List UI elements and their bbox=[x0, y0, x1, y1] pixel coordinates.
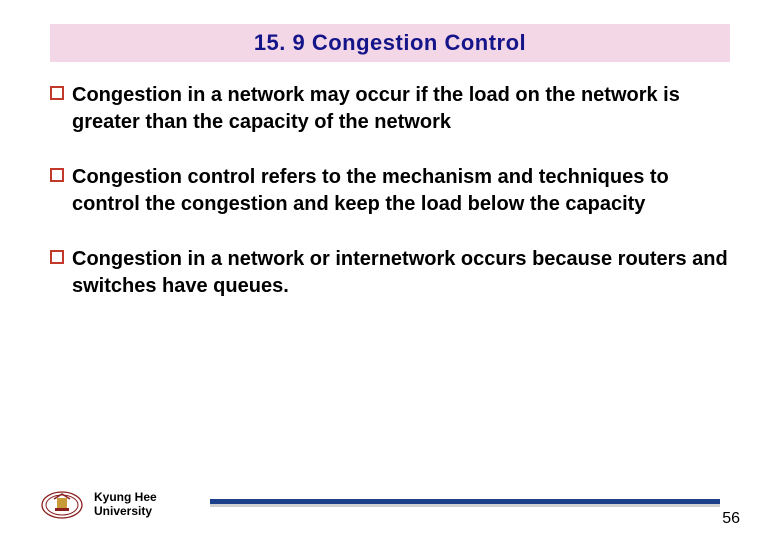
slide: 15. 9 Congestion Control Congestion in a… bbox=[0, 0, 780, 540]
title-bar: 15. 9 Congestion Control bbox=[50, 24, 730, 62]
footer: Kyung Hee University bbox=[40, 490, 157, 520]
bullet-item: Congestion in a network may occur if the… bbox=[50, 82, 730, 136]
square-bullet-icon bbox=[50, 86, 64, 100]
university-name-line1: Kyung Hee bbox=[94, 491, 157, 505]
page-number: 56 bbox=[722, 510, 740, 528]
university-name: Kyung Hee University bbox=[94, 491, 157, 519]
footer-divider bbox=[210, 499, 720, 504]
bullet-item: Congestion in a network or internetwork … bbox=[50, 246, 730, 300]
bullet-text: Congestion in a network may occur if the… bbox=[72, 82, 730, 136]
slide-title: 15. 9 Congestion Control bbox=[254, 30, 526, 56]
slide-body: Congestion in a network may occur if the… bbox=[50, 82, 730, 328]
university-logo-icon bbox=[40, 490, 84, 520]
bullet-text: Congestion in a network or internetwork … bbox=[72, 246, 730, 300]
bullet-item: Congestion control refers to the mechani… bbox=[50, 164, 730, 218]
bullet-text: Congestion control refers to the mechani… bbox=[72, 164, 730, 218]
square-bullet-icon bbox=[50, 168, 64, 182]
square-bullet-icon bbox=[50, 250, 64, 264]
university-name-line2: University bbox=[94, 505, 157, 519]
